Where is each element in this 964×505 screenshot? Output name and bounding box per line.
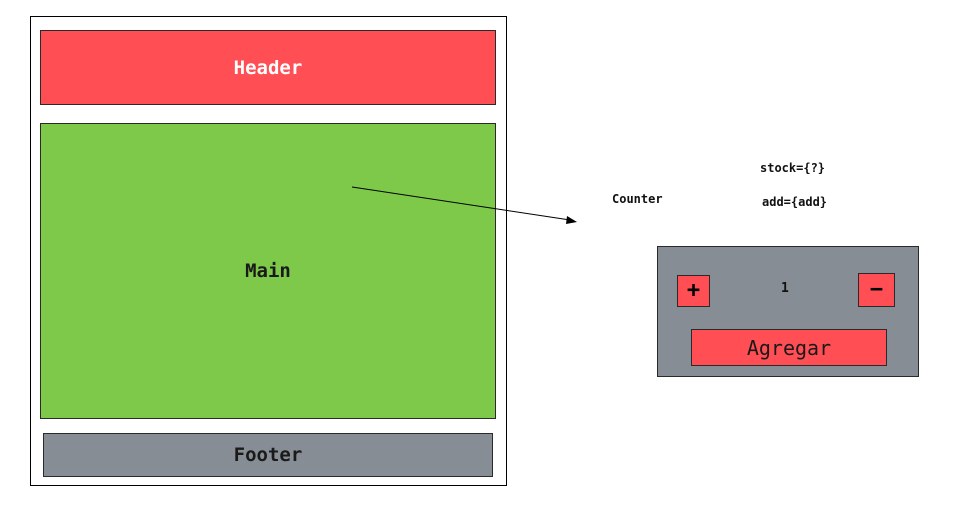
add-button-label: Agregar: [746, 335, 832, 360]
footer-block: Footer: [43, 433, 493, 477]
main-block: Main: [40, 123, 496, 419]
increment-button[interactable]: +: [677, 275, 710, 307]
decrement-button[interactable]: −: [858, 273, 895, 307]
header-label: Header: [233, 56, 303, 79]
main-label: Main: [245, 260, 291, 282]
component-name-label: Counter: [612, 192, 663, 206]
add-to-cart-button[interactable]: Agregar: [691, 329, 887, 366]
stock-prop-label: stock={?}: [760, 161, 826, 175]
minus-icon: −: [869, 277, 884, 302]
header-block: Header: [40, 30, 496, 105]
counter-widget: + 1 − Agregar: [657, 246, 919, 377]
footer-label: Footer: [233, 444, 303, 466]
count-value: 1: [781, 281, 789, 296]
add-prop-label: add={add}: [762, 195, 828, 209]
plus-icon: +: [686, 278, 701, 303]
